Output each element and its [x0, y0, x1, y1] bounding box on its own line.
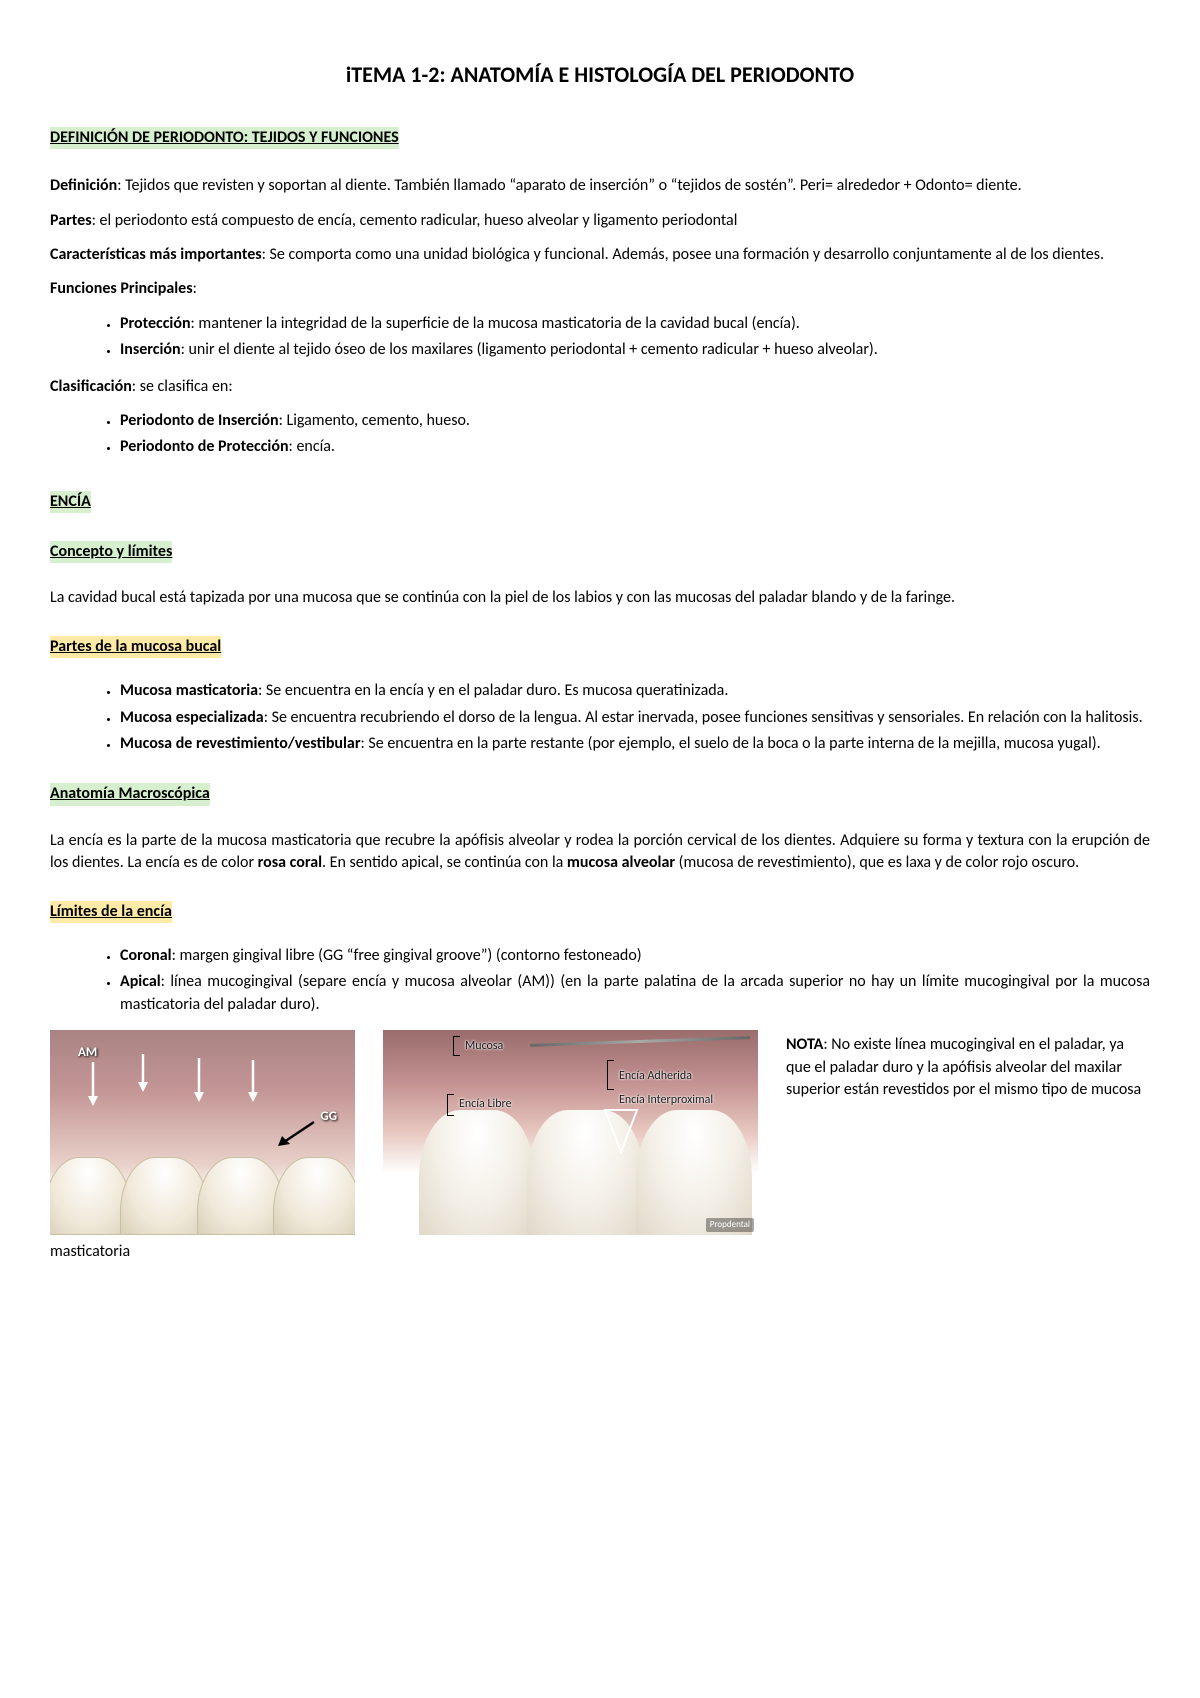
li-text: : mantener la integridad de la superfici… — [191, 314, 800, 333]
list-item: Periodonto de Inserción: Ligamento, ceme… — [120, 410, 1150, 432]
teeth-illustration — [50, 1157, 355, 1235]
suffix-funciones: : — [193, 279, 197, 298]
li-text: : Se encuentra en la encía y en el palad… — [258, 681, 728, 700]
text-bold: mucosa alveolar — [567, 853, 675, 872]
li-label: Inserción — [120, 340, 181, 359]
text-partes: : el periodonto está compuesto de encía,… — [92, 211, 738, 230]
li-text: : unir el diente al tejido óseo de los m… — [181, 340, 878, 359]
subheading-concepto: Concepto y límites — [50, 541, 172, 563]
list-item: Apical: línea mucogingival (separe encía… — [120, 971, 1150, 1016]
trailing-text: masticatoria — [50, 1241, 1150, 1263]
arrow-icon — [136, 1052, 150, 1092]
li-label: Mucosa especializada — [120, 708, 264, 727]
list-item: Protección: mantener la integridad de la… — [120, 313, 1150, 335]
list-item: Periodonto de Protección: encía. — [120, 436, 1150, 458]
subheading-partes-mucosa: Partes de la mucosa bucal — [50, 636, 221, 658]
li-label: Protección — [120, 314, 191, 333]
paragraph-caracteristicas: Características más importantes: Se comp… — [50, 244, 1150, 266]
li-text: : encía. — [289, 437, 335, 456]
figure-2-gingiva-types: Mucosa Encía Adherida Encía Interproxima… — [383, 1030, 758, 1235]
label-partes: Partes — [50, 211, 92, 230]
triangle-icon — [601, 1106, 641, 1156]
annotation-adherida: Encía Adherida — [619, 1068, 692, 1085]
paragraph-clasificacion: Clasificación: se clasifica en: — [50, 376, 1150, 398]
probe-illustration — [530, 1036, 750, 1047]
suffix-clasificacion: : se clasifica en: — [132, 377, 233, 396]
subheading-limites: Límites de la encía — [50, 901, 172, 923]
li-label: Periodonto de Inserción — [120, 411, 279, 430]
page-title: iTEMA 1-2: ANATOMÍA E HISTOLOGÍA DEL PER… — [50, 60, 1150, 91]
li-label: Apical — [120, 972, 161, 991]
list-item: Mucosa especializada: Se encuentra recub… — [120, 707, 1150, 729]
li-text: : Se encuentra recubriendo el dorso de l… — [264, 708, 1143, 727]
figure-row: AM GG Mucosa Encía Adherida Encía Interp… — [50, 1030, 1150, 1235]
text-frag: (mucosa de revestimiento), que es laxa y… — [675, 853, 1079, 872]
list-item: Mucosa de revestimiento/vestibular: Se e… — [120, 733, 1150, 755]
list-item: Coronal: margen gingival libre (GG “free… — [120, 945, 1150, 967]
annotation-gg: GG — [320, 1108, 337, 1126]
note-label: NOTA — [786, 1035, 823, 1054]
teeth-illustration — [423, 1110, 748, 1235]
list-mucosa: Mucosa masticatoria: Se encuentra en la … — [50, 680, 1150, 755]
paragraph-partes: Partes: el periodonto está compuesto de … — [50, 210, 1150, 232]
li-text: : Ligamento, cemento, hueso. — [279, 411, 470, 430]
section-heading-definicion: DEFINICIÓN DE PERIODONTO: TEJIDOS Y FUNC… — [50, 127, 399, 149]
li-label: Coronal — [120, 946, 172, 965]
figure-1-gingiva-am-gg: AM GG — [50, 1030, 355, 1235]
li-label: Periodonto de Protección — [120, 437, 289, 456]
li-label: Mucosa de revestimiento/vestibular — [120, 734, 361, 753]
arrow-icon — [246, 1058, 260, 1102]
bracket-icon — [453, 1036, 460, 1056]
bracket-icon — [447, 1094, 454, 1116]
bracket-icon — [607, 1060, 614, 1090]
li-label: Mucosa masticatoria — [120, 681, 258, 700]
li-text: : Se encuentra en la parte restante (por… — [361, 734, 1101, 753]
list-item: Inserción: unir el diente al tejido óseo… — [120, 339, 1150, 361]
text-bold: rosa coral — [258, 853, 322, 872]
list-clasificacion: Periodonto de Inserción: Ligamento, ceme… — [50, 410, 1150, 459]
paragraph-funciones: Funciones Principales: — [50, 278, 1150, 300]
label-funciones: Funciones Principales — [50, 279, 193, 298]
li-text: : margen gingival libre (GG “free gingiv… — [172, 946, 642, 965]
annotation-mucosa: Mucosa — [465, 1038, 503, 1055]
arrow-icon — [86, 1060, 100, 1106]
annotation-libre: Encía Libre — [459, 1096, 512, 1113]
arrow-icon — [192, 1056, 206, 1102]
text-caracteristicas: : Se comporta como una unidad biológica … — [262, 245, 1104, 264]
label-definicion: Definición — [50, 176, 117, 195]
section-heading-encia: ENCÍA — [50, 491, 91, 513]
label-clasificacion: Clasificación — [50, 377, 132, 396]
arrow-icon — [276, 1118, 318, 1148]
text-definicion: : Tejidos que revisten y soportan al die… — [117, 176, 1021, 195]
text-frag: . En sentido apical, se continúa con la — [322, 853, 567, 872]
watermark: Propdental — [706, 1218, 754, 1233]
paragraph-anatomia: La encía es la parte de la mucosa mastic… — [50, 830, 1150, 875]
label-caracteristicas: Características más importantes — [50, 245, 262, 264]
list-funciones: Protección: mantener la integridad de la… — [50, 313, 1150, 362]
paragraph-definicion: Definición: Tejidos que revisten y sopor… — [50, 175, 1150, 197]
list-limites: Coronal: margen gingival libre (GG “free… — [50, 945, 1150, 1016]
note-text: : No existe línea mucogingival en el pal… — [786, 1035, 1141, 1099]
list-item: Mucosa masticatoria: Se encuentra en la … — [120, 680, 1150, 702]
li-text: : línea mucogingival (separe encía y muc… — [120, 972, 1150, 1013]
subheading-anatomia: Anatomía Macroscópica — [50, 783, 210, 805]
note-column: NOTA: No existe línea mucogingival en el… — [786, 1030, 1150, 1101]
paragraph-concepto: La cavidad bucal está tapizada por una m… — [50, 587, 1150, 609]
